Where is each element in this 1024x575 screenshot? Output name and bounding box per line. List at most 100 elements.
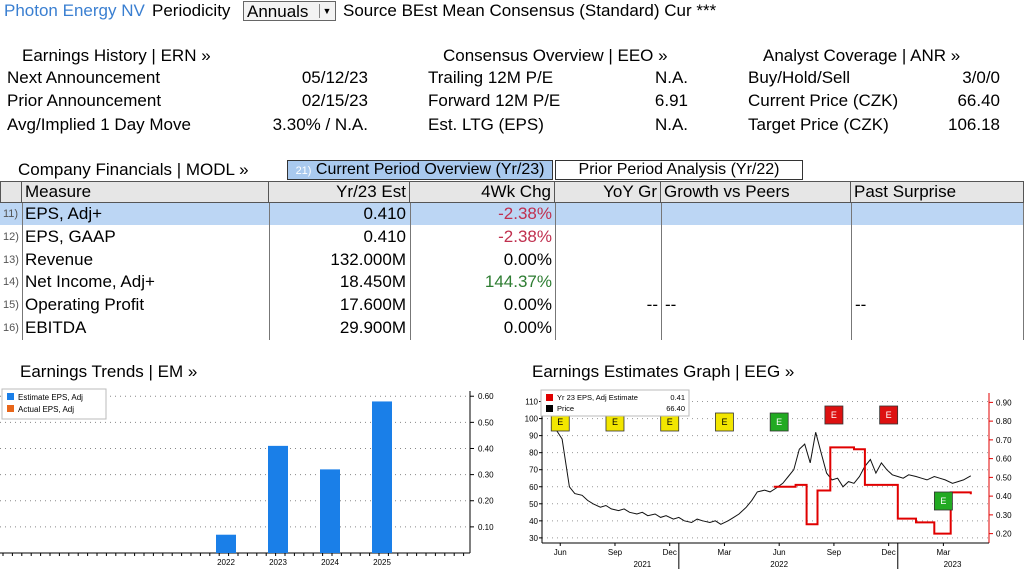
analyst-coverage-header[interactable]: Analyst Coverage | ANR » [763, 46, 961, 65]
top-bar: Photon Energy NV Periodicity Annuals ▼ S… [0, 0, 1024, 24]
row-number: 13) [3, 253, 19, 266]
company-name-link[interactable]: Photon Energy NV [4, 1, 145, 20]
earnings-history-header[interactable]: Earnings History | ERN » [22, 46, 211, 65]
measure-cell: Net Income, Adj+ [25, 272, 155, 292]
four-week-change-column-header[interactable]: 4Wk Chg [410, 181, 555, 203]
bar-2024 [320, 469, 340, 553]
y-tick-label: 0.40 [478, 444, 494, 453]
earnings-event-marker[interactable]: E [933, 491, 953, 511]
growth-vs-peers-cell [665, 226, 845, 248]
past-surprise-cell: -- [855, 295, 867, 315]
legend-box [1, 388, 107, 420]
buy-hold-sell-value: 3/0/0 [962, 68, 1000, 87]
left-y-tick-label: 90 [529, 432, 538, 441]
x-tick-label: Jun [773, 548, 786, 557]
yoy-growth-column-header[interactable]: YoY Gr [555, 181, 661, 203]
event-letter: E [940, 496, 946, 506]
x-tick-label: Mar [936, 548, 950, 557]
growth-vs-peers-column-header[interactable]: Growth vs Peers [661, 181, 851, 203]
table-row[interactable]: 16) EBITDA 29.900M 0.00% [0, 317, 1024, 339]
past-surprise-cell [855, 271, 1015, 293]
event-letter: E [557, 417, 563, 427]
earnings-event-marker[interactable]: E [715, 412, 734, 432]
tab-current-label: Current Period Overview (Yr/23) [315, 161, 545, 178]
analyst-coverage-panel: Analyst Coverage | ANR » Buy/Hold/Sell 3… [740, 46, 1002, 138]
column-divider [851, 203, 852, 340]
periodicity-label: Periodicity [152, 1, 231, 20]
column-divider [410, 203, 411, 340]
right-y-tick-label: 0.60 [996, 455, 1012, 464]
right-y-tick-label: 0.40 [996, 492, 1012, 501]
left-y-tick-label: 80 [529, 449, 538, 458]
left-y-tick-label: 100 [525, 415, 539, 424]
tab-prior-period[interactable]: Prior Period Analysis (Yr/22) [555, 160, 803, 180]
earnings-estimates-title[interactable]: Earnings Estimates Graph | EEG » [532, 362, 795, 381]
left-y-tick-label: 60 [529, 483, 538, 492]
event-box [769, 412, 789, 432]
consensus-overview-header[interactable]: Consensus Overview | EEO » [443, 46, 668, 65]
event-letter: E [721, 417, 727, 427]
table-row[interactable]: 14) Net Income, Adj+ 18.450M 144.37% [0, 271, 1024, 293]
growth-vs-peers-cell: -- [665, 295, 677, 315]
event-letter: E [886, 410, 892, 420]
yoy-growth-cell [555, 271, 658, 293]
prior-announcement-label: Prior Announcement [7, 91, 162, 110]
event-letter: E [667, 417, 673, 427]
left-y-tick-label: 40 [529, 517, 538, 526]
column-divider [661, 203, 662, 340]
tab-prior-label: Prior Period Analysis (Yr/22) [578, 161, 780, 178]
four-week-change-cell: -2.38% [498, 226, 552, 246]
est-ltg-label: Est. LTG (EPS) [428, 115, 544, 134]
earnings-trends-title[interactable]: Earnings Trends | EM » [20, 362, 198, 381]
year-label: 2023 [944, 560, 962, 569]
earnings-event-marker[interactable]: E [824, 405, 844, 425]
estimate-cell: 0.410 [363, 226, 406, 246]
left-y-tick-label: 70 [529, 466, 538, 475]
measure-column-header[interactable]: Measure [22, 181, 269, 203]
periodicity-select[interactable]: Annuals ▼ [243, 1, 336, 21]
right-y-tick-label: 0.90 [996, 398, 1012, 407]
left-y-tick-label: 30 [529, 534, 538, 543]
yoy-growth-cell [555, 203, 658, 225]
periodicity-value: Annuals [247, 2, 309, 21]
earnings-event-marker[interactable]: E [769, 412, 789, 432]
four-week-change-cell: 0.00% [503, 318, 552, 337]
source-text: Source BEst Mean Consensus (Standard) Cu… [343, 1, 717, 20]
left-y-tick-label: 50 [529, 500, 538, 509]
table-row[interactable]: 13) Revenue 132.000M 0.00% [0, 249, 1024, 271]
trailing-pe-value: N.A. [654, 68, 688, 87]
measure-cell: EBITDA [25, 318, 87, 337]
bar-2022 [216, 534, 236, 553]
four-week-change-cell: 0.00% [503, 249, 552, 269]
legend-swatch [546, 394, 553, 401]
forward-pe-value: 6.91 [654, 91, 688, 110]
event-box [933, 491, 953, 511]
earnings-estimates-chart: 30 40 50 60 70 80 90 100 110 0.20 0.30 0.40 0.50 0.60… [525, 389, 1012, 569]
y-tick-label: 0.50 [478, 418, 494, 427]
legend-label: Price [557, 404, 574, 413]
implied-move-label: Avg/Implied 1 Day Move [7, 115, 191, 134]
table-row[interactable]: 11) EPS, Adj+ 0.410 -2.38% [0, 203, 1024, 225]
right-y-tick-label: 0.80 [996, 417, 1012, 426]
x-tick-label: Dec [882, 548, 896, 557]
column-divider [555, 203, 556, 340]
past-surprise-column-header[interactable]: Past Surprise [851, 181, 1024, 203]
target-price-label: Target Price (CZK) [748, 115, 889, 134]
table-row[interactable]: 15) Operating Profit 17.600M 0.00% -- -- -- [0, 294, 1024, 316]
earnings-event-marker[interactable]: E [879, 405, 899, 425]
measure-cell: EPS, GAAP [25, 226, 116, 246]
company-financials-header[interactable]: Company Financials | MODL » [18, 160, 249, 179]
row-number: 11) [3, 208, 19, 220]
trailing-pe-label: Trailing 12M P/E [428, 68, 554, 87]
table-row[interactable]: 12) EPS, GAAP 0.410 -2.38% [0, 226, 1024, 248]
legend-label: Estimate EPS, Adj [18, 393, 83, 402]
tab-current-period[interactable]: 21) Current Period Overview (Yr/23) [287, 160, 553, 180]
legend-swatch [546, 405, 553, 412]
legend-swatch [7, 405, 14, 412]
y-tick-label: 0.20 [478, 497, 494, 506]
x-tick-label: Sep [608, 548, 623, 557]
estimate-column-header[interactable]: Yr/23 Est [269, 181, 410, 203]
four-week-change-cell: 0.00% [503, 295, 552, 315]
chevron-down-icon[interactable]: ▼ [319, 4, 334, 18]
y-tick-label: 0.60 [478, 392, 494, 401]
